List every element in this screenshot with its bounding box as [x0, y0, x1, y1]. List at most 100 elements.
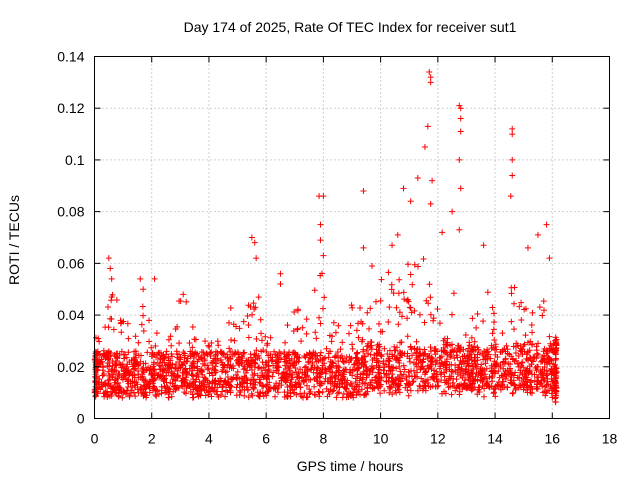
roti-point — [437, 354, 444, 361]
roti-point — [345, 389, 352, 396]
roti-point — [552, 346, 559, 353]
roti-point — [341, 359, 348, 366]
roti-point — [241, 363, 248, 370]
roti-point — [310, 369, 317, 376]
roti-point — [259, 359, 266, 366]
roti-point — [509, 172, 516, 179]
roti-point — [331, 378, 338, 385]
roti-point — [544, 375, 551, 382]
roti-point — [424, 353, 431, 360]
roti-point — [311, 383, 318, 390]
roti-point — [213, 388, 220, 395]
roti-point — [533, 363, 540, 370]
roti-point — [222, 393, 229, 400]
roti-point — [431, 347, 438, 354]
roti-point — [401, 366, 408, 373]
roti-point — [552, 365, 559, 372]
roti-point — [263, 348, 270, 355]
roti-point — [518, 378, 525, 385]
y-tick-label: 0.08 — [57, 204, 84, 220]
roti-point — [469, 370, 476, 377]
roti-point — [139, 303, 146, 310]
roti-point — [202, 338, 209, 345]
roti-point — [218, 349, 225, 356]
roti-point — [180, 291, 187, 298]
roti-point — [464, 359, 471, 366]
roti-point — [367, 305, 374, 312]
roti-point — [431, 375, 438, 382]
roti-point — [478, 370, 485, 377]
roti-point — [251, 359, 258, 366]
roti-point — [339, 380, 346, 387]
roti-point — [293, 391, 300, 398]
roti-point — [307, 355, 314, 362]
roti-point — [253, 335, 260, 342]
roti-point — [104, 392, 111, 399]
roti-point — [299, 374, 306, 381]
roti-point — [501, 345, 508, 352]
roti-point — [166, 361, 173, 368]
roti-point — [484, 289, 491, 296]
roti-point — [224, 373, 231, 380]
roti-point — [96, 338, 103, 345]
roti-point — [508, 353, 515, 360]
roti-point — [197, 392, 204, 399]
roti-point — [269, 354, 276, 361]
roti-point — [329, 369, 336, 376]
roti-point — [424, 123, 431, 130]
roti-point — [464, 383, 471, 390]
roti-point — [519, 351, 526, 358]
roti-point — [114, 380, 121, 387]
roti-point — [328, 338, 335, 345]
roti-point — [291, 309, 298, 316]
roti-point — [130, 389, 137, 396]
roti-point — [370, 384, 377, 391]
roti-point — [99, 358, 106, 365]
roti-point — [295, 358, 302, 365]
roti-point — [328, 359, 335, 366]
roti-point — [339, 339, 346, 346]
roti-point — [320, 252, 327, 259]
roti-point — [212, 352, 219, 359]
roti-point — [411, 373, 418, 380]
roti-point — [404, 333, 411, 340]
roti-point — [358, 318, 365, 325]
roti-point — [122, 351, 129, 358]
roti-point — [321, 360, 328, 367]
roti-point — [364, 372, 371, 379]
roti-point — [239, 380, 246, 387]
roti-point — [284, 352, 291, 359]
roti-point — [492, 341, 499, 348]
roti-point — [323, 345, 330, 352]
roti-point — [492, 393, 499, 400]
roti-point — [165, 394, 172, 401]
roti-point — [416, 382, 423, 389]
roti-point — [107, 352, 114, 359]
roti-point — [367, 379, 374, 386]
roti-point — [332, 372, 339, 379]
roti-point — [307, 388, 314, 395]
roti-point — [233, 392, 240, 399]
roti-point — [347, 392, 354, 399]
roti-point — [282, 339, 289, 346]
roti-point — [508, 290, 515, 297]
roti-point — [482, 353, 489, 360]
y-tick-label: 0.04 — [57, 307, 84, 323]
roti-point — [350, 367, 357, 374]
roti-point — [354, 349, 361, 356]
roti-point — [489, 378, 496, 385]
roti-point — [294, 306, 301, 313]
roti-point — [552, 387, 559, 394]
roti-point — [442, 341, 449, 348]
roti-point — [188, 380, 195, 387]
roti-point — [396, 276, 403, 283]
roti-point — [535, 378, 542, 385]
roti-point — [409, 352, 416, 359]
roti-point — [485, 383, 492, 390]
roti-point — [259, 382, 266, 389]
roti-point — [105, 348, 112, 355]
roti-point — [100, 370, 107, 377]
roti-point — [552, 341, 559, 348]
roti-point — [160, 378, 167, 385]
roti-point — [148, 344, 155, 351]
